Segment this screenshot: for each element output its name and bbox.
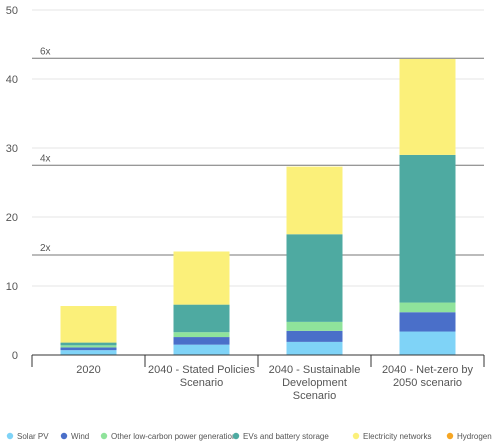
- bar-segment[interactable]: [173, 337, 230, 345]
- bar-segment[interactable]: [286, 234, 343, 322]
- y-tick-label: 40: [6, 74, 18, 86]
- legend-item[interactable]: EVs and battery storage: [232, 432, 330, 441]
- bar-segment[interactable]: [399, 312, 456, 332]
- reference-line-label: 6x: [40, 46, 51, 57]
- bar-segment[interactable]: [60, 306, 117, 343]
- x-tick-label: 2040 - Sustainable Development Scenario: [269, 364, 361, 402]
- bar-segment[interactable]: [399, 331, 456, 355]
- legend-swatch: [6, 432, 14, 440]
- legend-label: Electricity networks: [363, 432, 431, 441]
- legend-swatch: [446, 432, 454, 440]
- bar-segment[interactable]: [286, 166, 343, 235]
- bar-segment[interactable]: [60, 350, 117, 355]
- bar-segment[interactable]: [286, 330, 343, 342]
- legend-swatch: [60, 432, 68, 440]
- bar-segment[interactable]: [286, 321, 343, 331]
- bar-segment[interactable]: [286, 341, 343, 355]
- y-tick-label: 10: [6, 281, 18, 293]
- y-tick-label: 0: [12, 350, 18, 362]
- y-tick-label: 30: [6, 143, 18, 155]
- x-tick-label: 2040 - Stated Policies Scenario: [148, 364, 256, 389]
- legend-item[interactable]: Hydrogen: [446, 432, 492, 441]
- legend-swatch: [232, 432, 240, 440]
- legend[interactable]: Solar PV Wind Other low-carbon power gener…: [6, 432, 492, 441]
- legend-label: Hydrogen: [457, 432, 492, 441]
- reference-line-label: 2x: [40, 243, 51, 254]
- bars: [60, 58, 456, 355]
- legend-label: Wind: [71, 432, 89, 441]
- bar-segment[interactable]: [60, 342, 117, 346]
- bar-segment[interactable]: [60, 345, 117, 348]
- legend-swatch: [352, 432, 360, 440]
- reference-line-label: 4x: [40, 153, 51, 164]
- y-tick-label: 20: [6, 212, 18, 224]
- legend-item[interactable]: Electricity networks: [352, 432, 432, 441]
- bar-segment[interactable]: [173, 251, 230, 305]
- legend-item[interactable]: Other low-carbon power generation: [100, 432, 237, 441]
- bar-segment[interactable]: [399, 302, 456, 313]
- legend-swatch: [100, 432, 108, 440]
- bar-segment[interactable]: [399, 154, 456, 303]
- legend-item[interactable]: Solar PV: [6, 432, 49, 441]
- legend-label: Other low-carbon power generation: [111, 432, 236, 441]
- bar-segment[interactable]: [173, 332, 230, 338]
- axes: 0 10 20 30 40 50 2020 2040 - Stated Policies Sce…: [6, 5, 485, 402]
- bar-segment[interactable]: [173, 344, 230, 355]
- bar-segment[interactable]: [173, 304, 230, 333]
- bar-segment[interactable]: [60, 347, 117, 351]
- legend-item[interactable]: Wind: [60, 432, 89, 441]
- y-tick-label: 50: [6, 5, 18, 17]
- x-tick-label: 2040 - Net-zero by 2050 scenario: [382, 364, 474, 389]
- legend-label: EVs and battery storage: [243, 432, 329, 441]
- bar-segment[interactable]: [399, 58, 456, 155]
- x-tick-label: 2020: [76, 364, 100, 376]
- legend-label: Solar PV: [17, 432, 49, 441]
